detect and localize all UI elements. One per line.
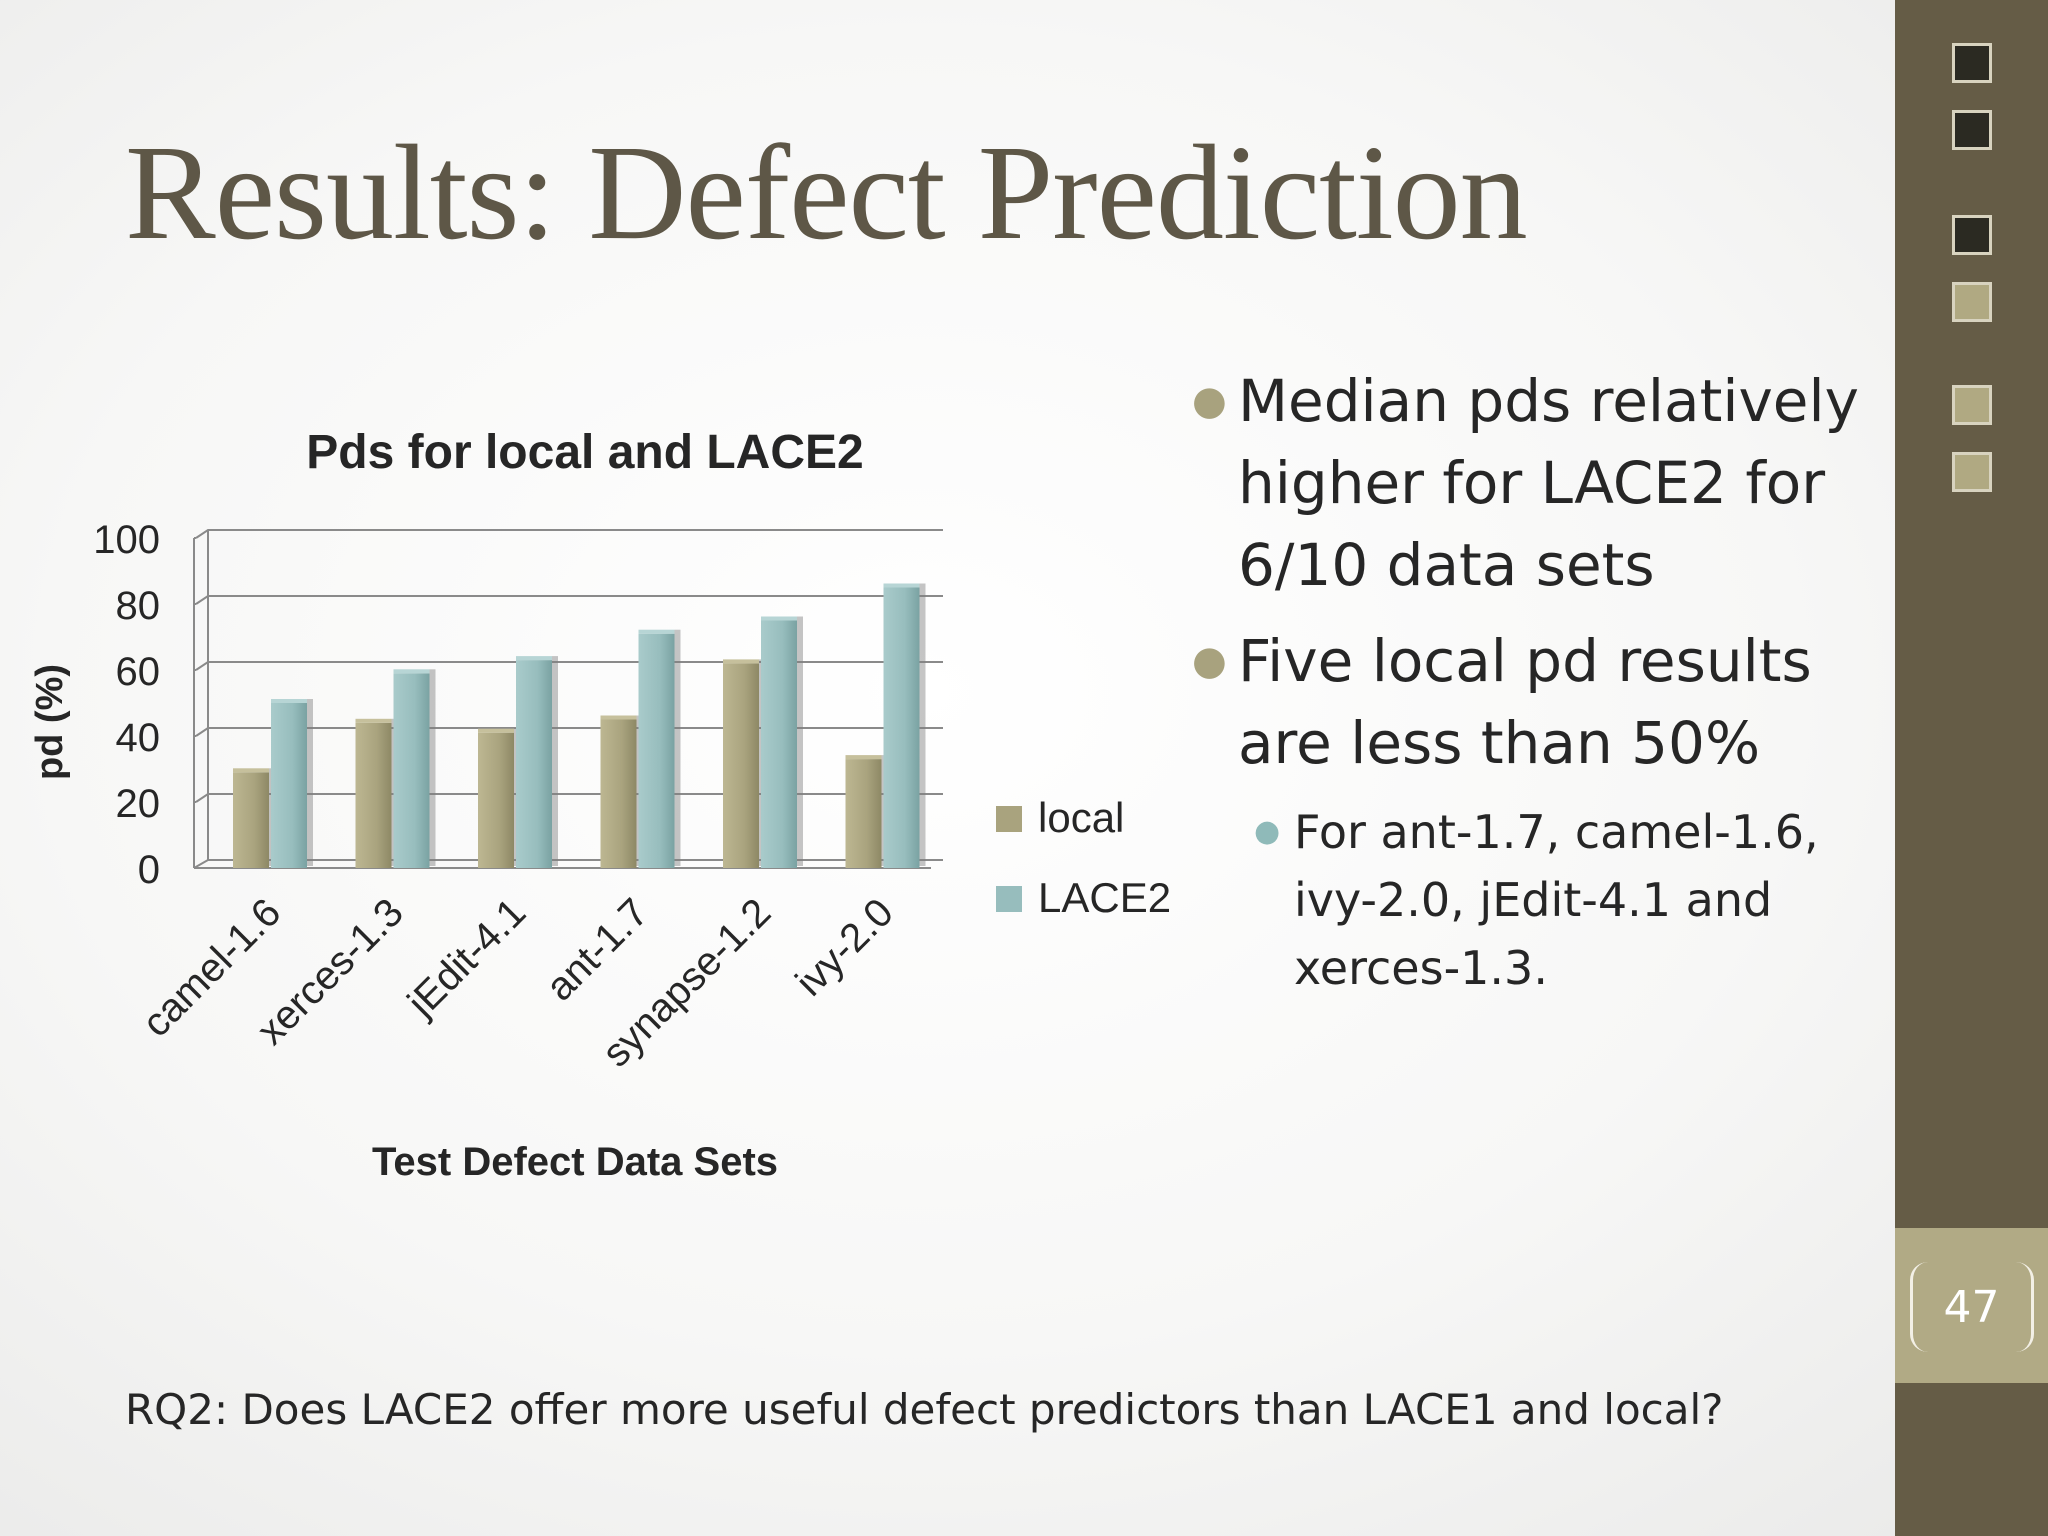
footer-question: RQ2: Does LACE2 offer more useful defect…: [125, 1385, 1724, 1434]
gridline: [195, 529, 943, 539]
bar-lace2: [393, 673, 430, 868]
bar-top: [393, 669, 430, 674]
legend-swatch-icon: [996, 806, 1022, 832]
gridline: [195, 595, 943, 605]
bullet-text: Five local pd results are less than 50%: [1238, 627, 1812, 777]
bar-shadow: [307, 699, 313, 866]
bar-top: [233, 768, 269, 773]
y-tick-label: 20: [116, 782, 161, 826]
sub-bullet-item: ● For ant-1.7, camel-1.6, ivy-2.0, jEdit…: [1242, 798, 1880, 1002]
bar-shadow: [552, 656, 558, 866]
bullet-dot-icon: ●: [1192, 378, 1227, 424]
legend-label: local: [1038, 794, 1124, 841]
bar-lace2: [883, 587, 920, 868]
sidebar-square-icon: [1952, 43, 1992, 83]
x-axis-label: Test Defect Data Sets: [372, 1140, 778, 1184]
bar-top: [723, 659, 759, 664]
bar-top: [600, 715, 637, 720]
bar-chart: Pds for local and LACE2 pd (%) Test Defe…: [29, 426, 1171, 1184]
sidebar-square-icon: [1952, 215, 1992, 255]
legend-label: LACE2: [1038, 874, 1171, 921]
bar-local: [845, 759, 882, 868]
bullet-item: ● Median pds relatively higher for LACE2…: [1180, 360, 1880, 606]
sidebar-square-icon: [1952, 282, 1992, 322]
bar-local: [723, 663, 759, 868]
plot-floor: [193, 859, 943, 869]
y-tick-label: 80: [116, 584, 161, 628]
page-number-band: [1895, 1228, 2048, 1383]
bullet-text: Median pds relatively higher for LACE2 f…: [1238, 367, 1859, 599]
bullet-item: ● Five local pd results are less than 50…: [1180, 620, 1880, 784]
y-tick-label: 60: [116, 650, 161, 694]
sidebar-square-icon: [1952, 452, 1992, 492]
bar-top: [845, 755, 882, 760]
y-tick-label: 100: [93, 518, 160, 562]
bar-top: [638, 629, 675, 634]
x-tick-label: ant-1.7: [538, 890, 657, 1009]
sub-bullet-dot-icon: ●: [1254, 814, 1281, 849]
bar-local: [355, 722, 392, 868]
bar-shadow: [797, 616, 803, 866]
bar-local: [478, 732, 514, 868]
gridline: [195, 727, 943, 737]
bar-top: [355, 718, 392, 723]
bar-top: [883, 583, 920, 588]
gridline: [195, 793, 943, 803]
y-tick-label: 0: [138, 848, 160, 892]
gridline: [195, 661, 943, 671]
legend-swatch-icon: [996, 886, 1022, 912]
bar-lace2: [761, 620, 797, 868]
bar-shadow: [429, 669, 436, 866]
bar-top: [761, 616, 797, 621]
chart-title: Pds for local and LACE2: [306, 426, 863, 479]
y-tick-label: 40: [116, 716, 161, 760]
slide-title: Results: Defect Prediction: [125, 118, 1528, 268]
sidebar-square-icon: [1952, 110, 1992, 150]
sub-bullet-text: For ant-1.7, camel-1.6, ivy-2.0, jEdit-4…: [1294, 805, 1819, 995]
bar-shadow: [919, 583, 926, 866]
bar-lace2: [271, 703, 307, 868]
bar-shadow: [674, 629, 681, 866]
bar-local: [233, 772, 269, 868]
y-axis-label: pd (%): [29, 664, 71, 780]
bar-top: [271, 699, 307, 703]
x-tick-label: ivy-2.0: [787, 890, 901, 1004]
x-tick-label: jEdit-4.1: [399, 890, 535, 1026]
bullet-dot-icon: ●: [1192, 638, 1227, 684]
bar-local: [600, 719, 637, 868]
page-number-bracket: [1910, 1262, 2034, 1352]
bar-top: [516, 656, 552, 661]
bullet-list: ● Median pds relatively higher for LACE2…: [1180, 360, 1880, 1002]
bar-lace2: [516, 660, 552, 868]
page-number: 47: [1943, 1282, 2000, 1333]
bar-top: [478, 728, 514, 733]
bar-lace2: [638, 633, 675, 868]
sidebar-square-icon: [1952, 385, 1992, 425]
